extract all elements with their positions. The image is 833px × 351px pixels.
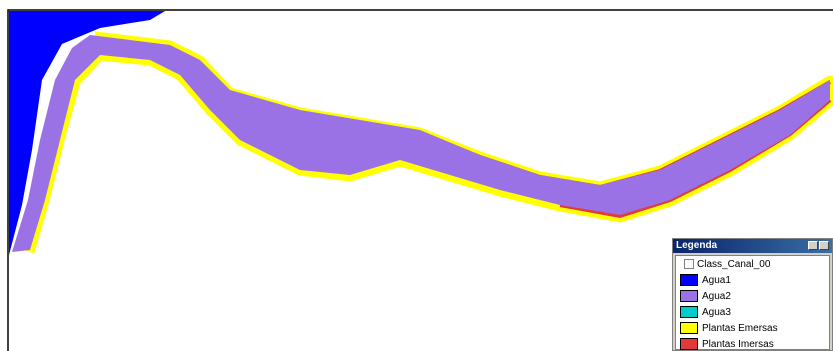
gis-screenshot: Legenda Class_Canal_00 Agua1 Agua2 Agua3 Pl… <box>0 0 833 351</box>
legend-title: Legenda <box>676 240 717 251</box>
layer-name: Class_Canal_00 <box>697 259 770 270</box>
legend-swatch <box>680 274 698 286</box>
legend-label: Plantas Imersas <box>702 339 774 350</box>
legend-title-bar: Legenda <box>673 239 832 253</box>
legend-item: Agua2 <box>676 288 829 304</box>
minimize-button[interactable] <box>808 241 818 250</box>
legend-item: Agua1 <box>676 272 829 288</box>
legend-swatch <box>680 322 698 334</box>
legend-swatch <box>680 290 698 302</box>
legend-swatch <box>680 338 698 350</box>
legend-item: Plantas Emersas <box>676 320 829 336</box>
legend-label: Agua2 <box>702 291 731 302</box>
legend-swatch <box>680 306 698 318</box>
legend-label: Agua1 <box>702 275 731 286</box>
close-button[interactable] <box>819 241 829 250</box>
layer-checkbox[interactable] <box>684 259 694 269</box>
legend-label: Agua3 <box>702 307 731 318</box>
legend-list: Class_Canal_00 Agua1 Agua2 Agua3 Plantas Em… <box>675 255 830 350</box>
legend-item: Agua3 <box>676 304 829 320</box>
legend-label: Plantas Emersas <box>702 323 778 334</box>
legend-item: Plantas Imersas <box>676 336 829 351</box>
legend-window[interactable]: Legenda Class_Canal_00 Agua1 Agua2 Agua3 Pl… <box>672 238 833 351</box>
layer-row[interactable]: Class_Canal_00 <box>676 256 829 272</box>
